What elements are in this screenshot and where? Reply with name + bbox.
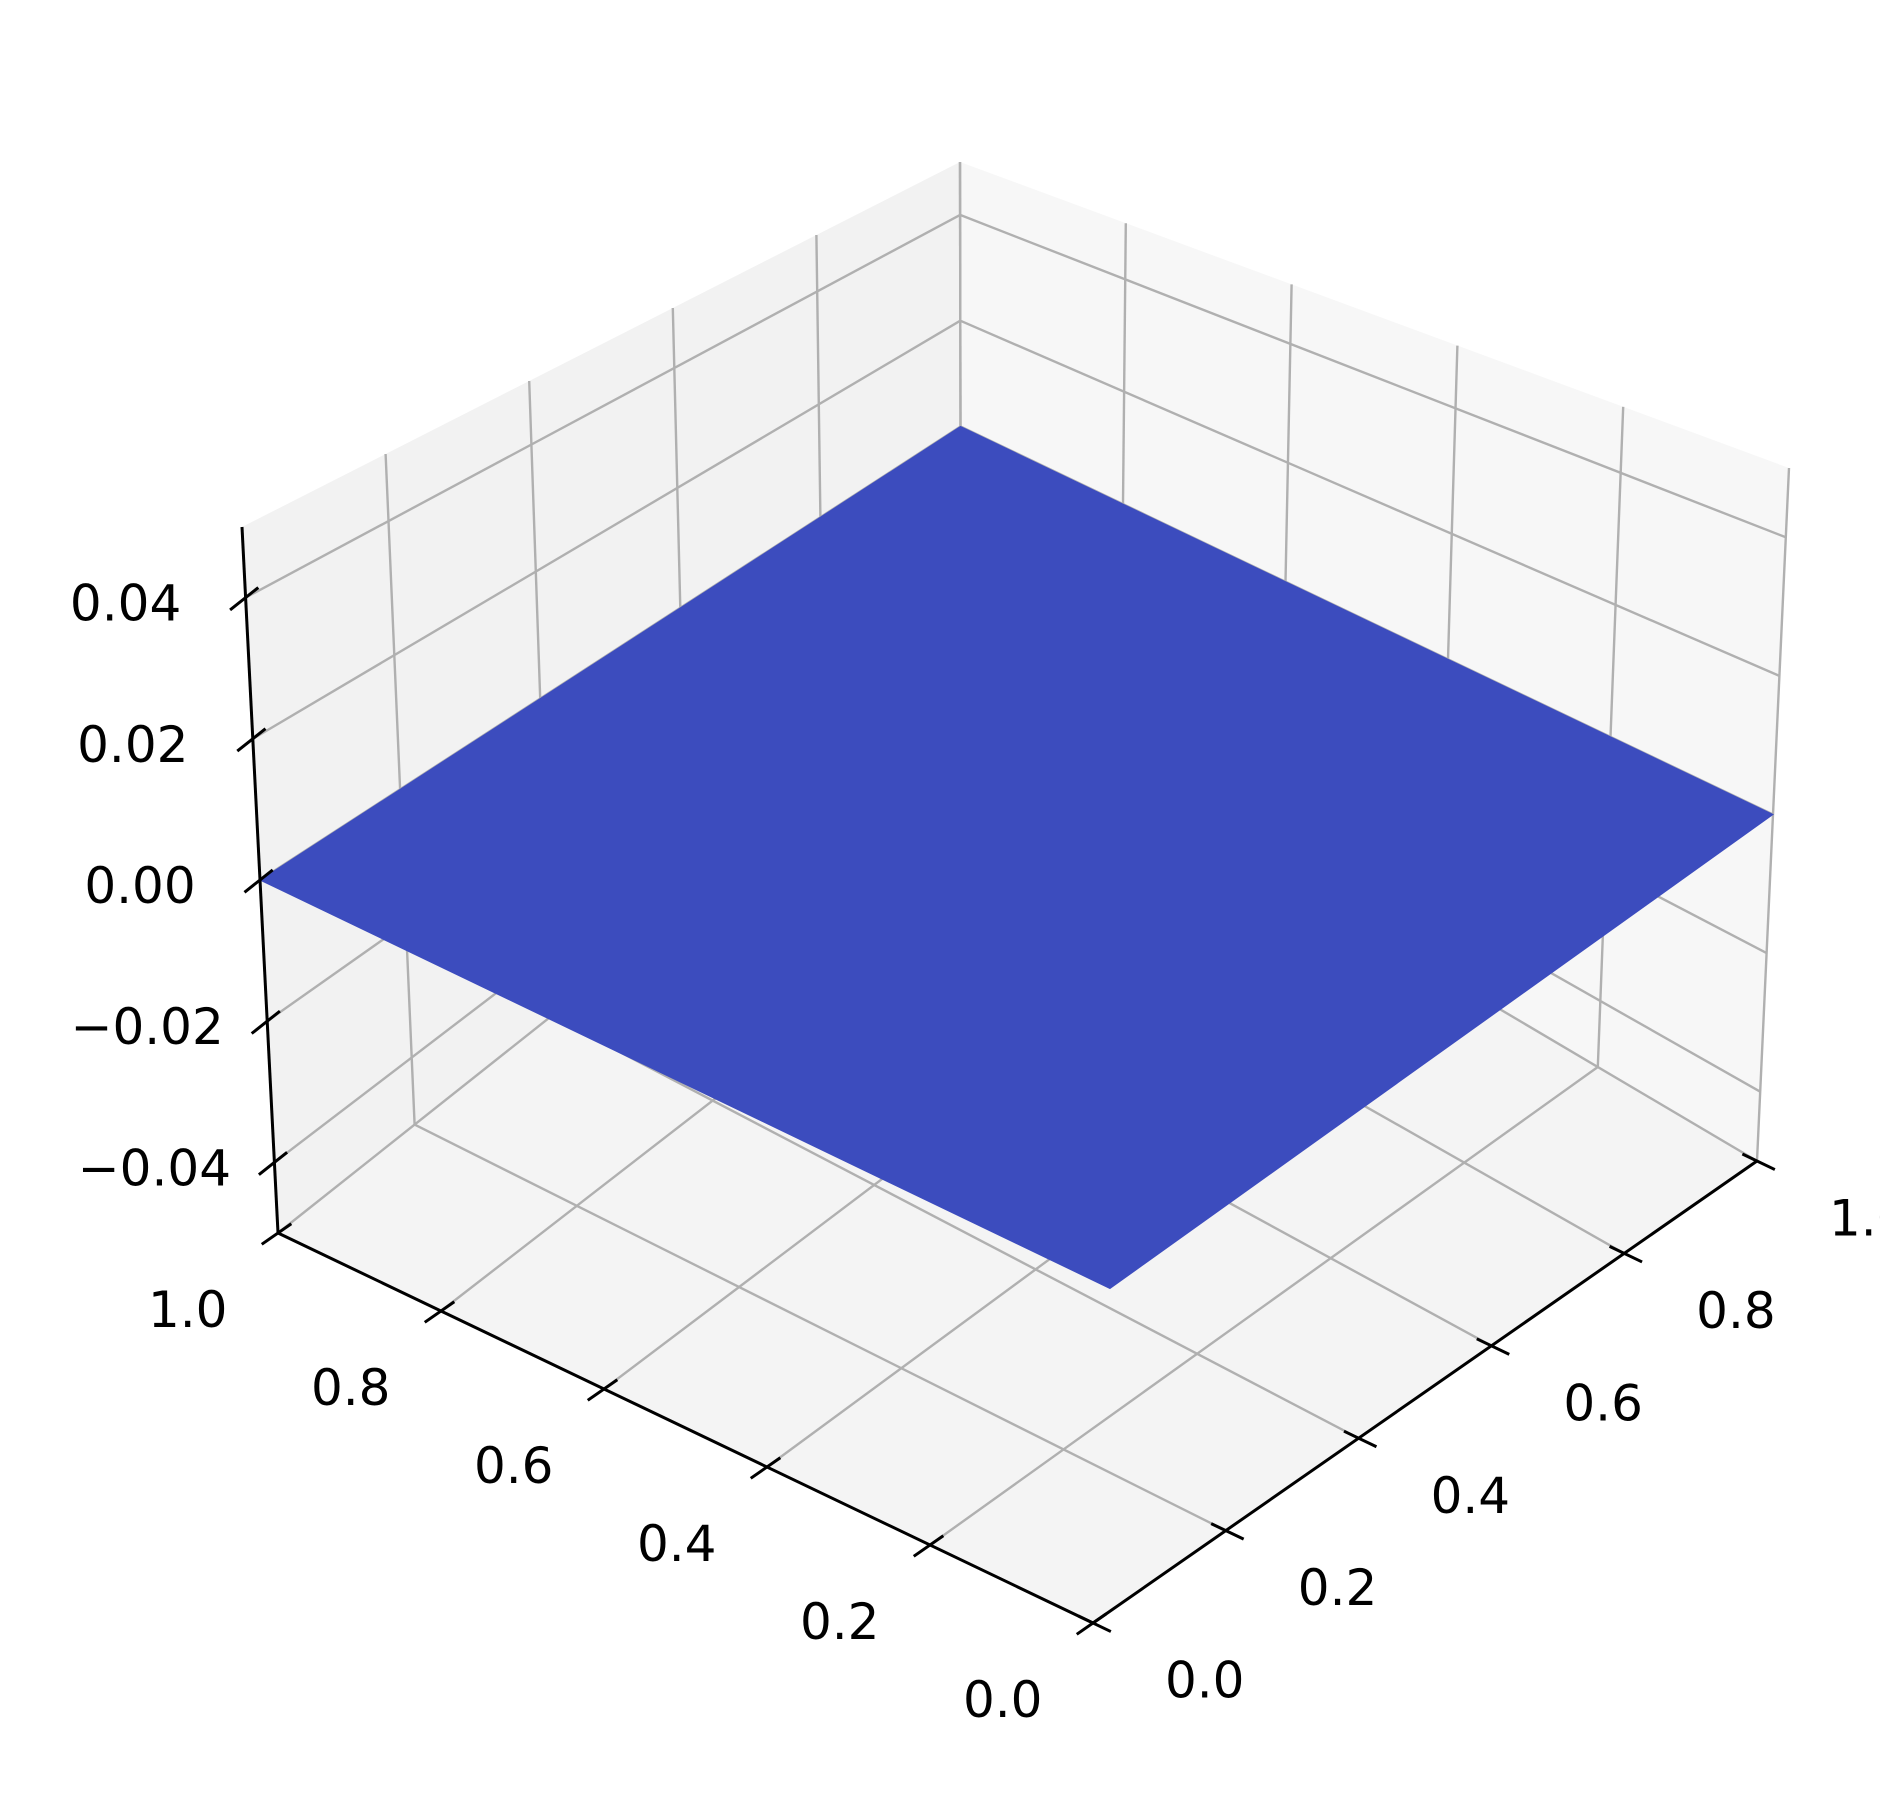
right-pane-grid-z: [959, 213, 1787, 539]
z-tick-label: 0.04: [70, 575, 181, 633]
left-pane-grid-z: [252, 319, 961, 740]
x-tick: [1210, 1522, 1245, 1541]
y-tick: [586, 1378, 619, 1402]
y-tick-label: 0.6: [474, 1437, 554, 1495]
x-tick: [1476, 1337, 1510, 1356]
x-tick-label: 0.4: [1431, 1467, 1511, 1525]
x-tick-label: 0.8: [1696, 1282, 1776, 1340]
x-tick: [1343, 1429, 1378, 1449]
x-axis-line: [1092, 1159, 1758, 1625]
y-tick-label: 0.2: [800, 1593, 880, 1651]
x-tick-label: 0.2: [1298, 1559, 1378, 1617]
floor-grid-y: [929, 1066, 1599, 1546]
right-pane-grid-z: [959, 319, 1780, 678]
z-tick: [250, 1009, 281, 1035]
y-tick-label: 1.0: [148, 1281, 228, 1339]
surface-patch: [258, 425, 1774, 1290]
z-tick: [243, 868, 274, 894]
tick-labels: 0.0 0.2 0.4 0.6 0.8 1.0 0.0 0.2 0.4 0.6 0.8 1.0 −0.0…: [70, 575, 1880, 1729]
x-tick-label: 0.0: [1165, 1652, 1245, 1710]
z-tick: [229, 586, 260, 612]
x-tick-label: 0.6: [1563, 1374, 1643, 1432]
y-tick: [423, 1300, 456, 1324]
left-pane-grid-z: [245, 213, 961, 599]
z-tick: [257, 1151, 289, 1176]
x-tick: [1077, 1614, 1112, 1633]
x-tick: [1608, 1245, 1643, 1264]
z-tick-label: 0.02: [77, 716, 188, 774]
y-axis-line: [277, 1231, 1094, 1625]
x-tick-label: 1.0: [1829, 1190, 1880, 1248]
y-tick-label: 0.4: [637, 1515, 717, 1573]
y-tick-label: 0.8: [311, 1359, 391, 1417]
z-tick-label: −0.02: [71, 998, 224, 1056]
floor-grid-x: [414, 1123, 1227, 1532]
z-tick-label: 0.00: [84, 857, 195, 915]
surface-layer: [258, 425, 1774, 1290]
y-tick: [1075, 1612, 1108, 1636]
y-tick: [912, 1534, 945, 1558]
z-tick-label: −0.04: [78, 1139, 231, 1197]
y-tick: [749, 1456, 782, 1480]
z-tick: [236, 727, 267, 753]
y-tick-label: 0.0: [963, 1671, 1043, 1729]
floor-grid-x: [550, 1015, 1360, 1440]
axis-lines: [229, 526, 1776, 1636]
y-tick: [260, 1222, 293, 1246]
x-tick: [1741, 1152, 1776, 1171]
